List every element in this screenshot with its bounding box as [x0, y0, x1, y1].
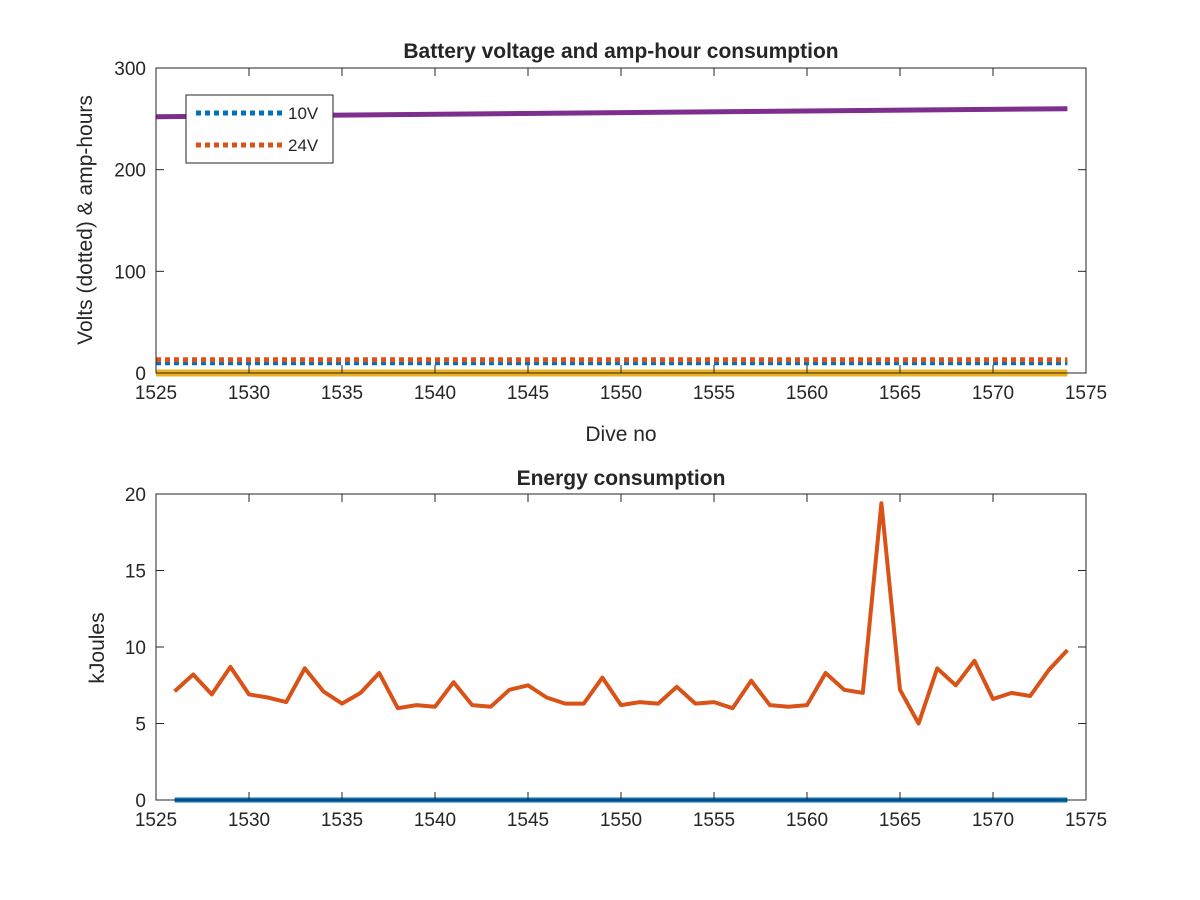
y-tick-label: 100: [114, 262, 146, 283]
x-tick-label: 1550: [600, 383, 642, 404]
x-tick-label: 1570: [972, 383, 1014, 404]
x-tick-label: 1570: [972, 810, 1014, 831]
y-tick-label: 0: [135, 791, 146, 812]
legend-label-24v: 24V: [288, 136, 319, 155]
x-tick-label: 1540: [414, 383, 456, 404]
x-tick-label: 1535: [321, 810, 363, 831]
x-tick-label: 1540: [414, 810, 456, 831]
y-tick-label: 15: [125, 562, 146, 583]
x-axis-label: Dive no: [585, 423, 656, 446]
x-tick-label: 1525: [135, 810, 177, 831]
tick-layer: 1525 1530 1535 1540 1545 1550 1555 1560 1565 1570…: [125, 485, 1107, 831]
y-axis-label: Volts (dotted) & amp-hours: [74, 95, 97, 345]
x-tick-label: 1530: [228, 810, 270, 831]
x-tick-label: 1545: [507, 810, 549, 831]
x-tick-label: 1550: [600, 810, 642, 831]
y-tick-label: 200: [114, 161, 146, 182]
x-tick-label: 1565: [879, 810, 921, 831]
tick-layer: 1525 1530 1535 1540 1545 1550 1555 1560 1565 1570…: [114, 59, 1107, 404]
legend-label-10v: 10V: [288, 104, 319, 123]
x-tick-label: 1560: [786, 383, 828, 404]
y-tick-label: 0: [135, 364, 146, 385]
x-tick-label: 1560: [786, 810, 828, 831]
series-line-2: [173, 501, 1069, 726]
x-tick-label: 1545: [507, 383, 549, 404]
energy-consumption-chart: Energy consumption kJoules 1525 1530 1535 1…: [86, 467, 1107, 831]
y-axis-label: kJoules: [86, 612, 109, 683]
y-tick-label: 20: [125, 485, 146, 506]
y-tick-label: 300: [114, 59, 146, 80]
x-tick-label: 1555: [693, 383, 735, 404]
x-tick-label: 1525: [135, 383, 177, 404]
x-tick-label: 1575: [1065, 383, 1107, 404]
battery-voltage-chart: Battery voltage and amp-hour consumption…: [74, 40, 1107, 446]
y-tick-label: 10: [125, 638, 146, 659]
y-tick-label: 5: [135, 715, 146, 736]
legend: 10V 24V: [185, 94, 334, 164]
x-tick-label: 1565: [879, 383, 921, 404]
plot-area-frame: [155, 493, 1087, 801]
legend-box: [185, 94, 334, 164]
chart-title: Energy consumption: [517, 467, 726, 490]
series-layer: [173, 501, 1069, 803]
x-tick-label: 1575: [1065, 810, 1107, 831]
chart-title: Battery voltage and amp-hour consumption: [403, 40, 838, 63]
x-tick-label: 1530: [228, 383, 270, 404]
x-tick-label: 1555: [693, 810, 735, 831]
x-tick-label: 1535: [321, 383, 363, 404]
